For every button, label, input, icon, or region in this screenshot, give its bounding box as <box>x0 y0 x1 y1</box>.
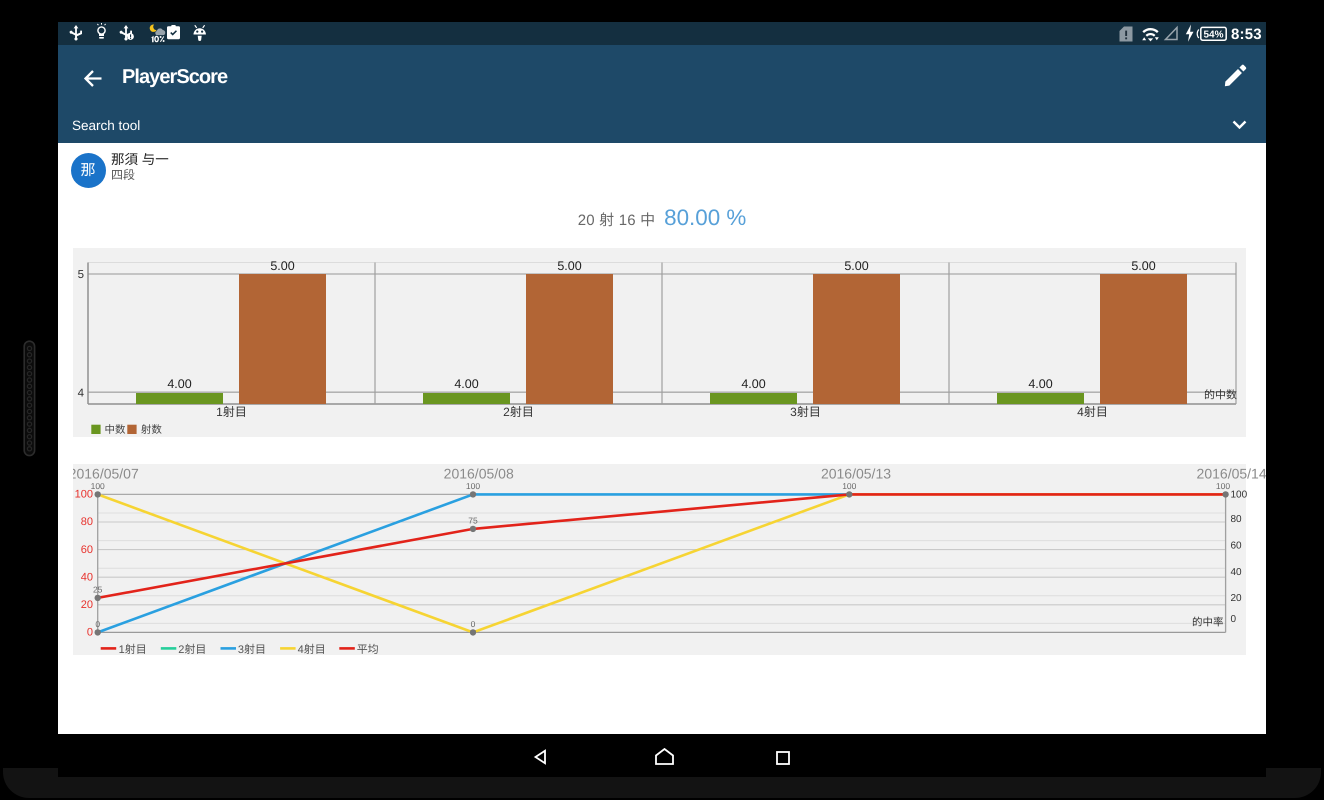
svg-text:0: 0 <box>471 619 476 629</box>
svg-text:60: 60 <box>81 544 93 556</box>
svg-text:100: 100 <box>1216 481 1230 491</box>
svg-text:100: 100 <box>75 489 93 501</box>
svg-text:60: 60 <box>1231 541 1243 552</box>
svg-text:2016/05/08: 2016/05/08 <box>444 466 514 482</box>
svg-text:2016/05/13: 2016/05/13 <box>821 466 891 482</box>
svg-text:2016/05/07: 2016/05/07 <box>69 466 139 482</box>
svg-text:25: 25 <box>93 585 103 595</box>
svg-text:100: 100 <box>466 481 480 491</box>
svg-text:中数: 中数 <box>105 424 126 436</box>
svg-text:3射目: 3射目 <box>790 405 821 419</box>
svg-text:0: 0 <box>87 627 93 639</box>
svg-text:1射目: 1射目 <box>216 405 247 419</box>
svg-text:4: 4 <box>78 387 85 399</box>
svg-text:40: 40 <box>81 571 93 583</box>
svg-text:40: 40 <box>1231 567 1243 578</box>
svg-text:2016/05/14: 2016/05/14 <box>1197 466 1266 482</box>
svg-text:100: 100 <box>1231 490 1248 501</box>
svg-text:射数: 射数 <box>141 424 162 436</box>
svg-text:5.00: 5.00 <box>1131 259 1155 273</box>
svg-text:54%: 54% <box>1203 29 1223 40</box>
svg-text:的中数: 的中数 <box>1204 388 1237 401</box>
svg-text:0: 0 <box>1231 614 1237 625</box>
svg-text:5.00: 5.00 <box>270 259 294 273</box>
svg-text:4.00: 4.00 <box>741 377 765 391</box>
svg-text:1射目: 1射目 <box>119 643 147 656</box>
svg-text:的中率: 的中率 <box>1192 617 1224 629</box>
svg-text:5.00: 5.00 <box>844 259 868 273</box>
svg-text:4.00: 4.00 <box>167 377 191 391</box>
svg-text:2射目: 2射目 <box>503 405 534 419</box>
svg-text:平均: 平均 <box>357 643 379 656</box>
svg-text:80: 80 <box>81 516 93 528</box>
svg-text:4.00: 4.00 <box>1028 377 1052 391</box>
svg-text:5: 5 <box>78 269 84 281</box>
svg-text:0: 0 <box>95 619 100 629</box>
svg-text:2射目: 2射目 <box>178 643 206 656</box>
svg-text:8:53: 8:53 <box>1231 26 1262 43</box>
svg-text:75: 75 <box>468 516 478 526</box>
svg-text:20: 20 <box>81 599 93 611</box>
svg-text:100: 100 <box>842 481 856 491</box>
svg-text:4射目: 4射目 <box>298 643 326 656</box>
svg-text:4射目: 4射目 <box>1077 405 1108 419</box>
svg-text:4.00: 4.00 <box>454 377 478 391</box>
svg-text:5.00: 5.00 <box>557 259 581 273</box>
svg-text:20: 20 <box>1231 593 1243 604</box>
svg-text:80: 80 <box>1231 514 1243 525</box>
svg-text:3射目: 3射目 <box>238 643 266 656</box>
svg-text:100: 100 <box>91 481 105 491</box>
